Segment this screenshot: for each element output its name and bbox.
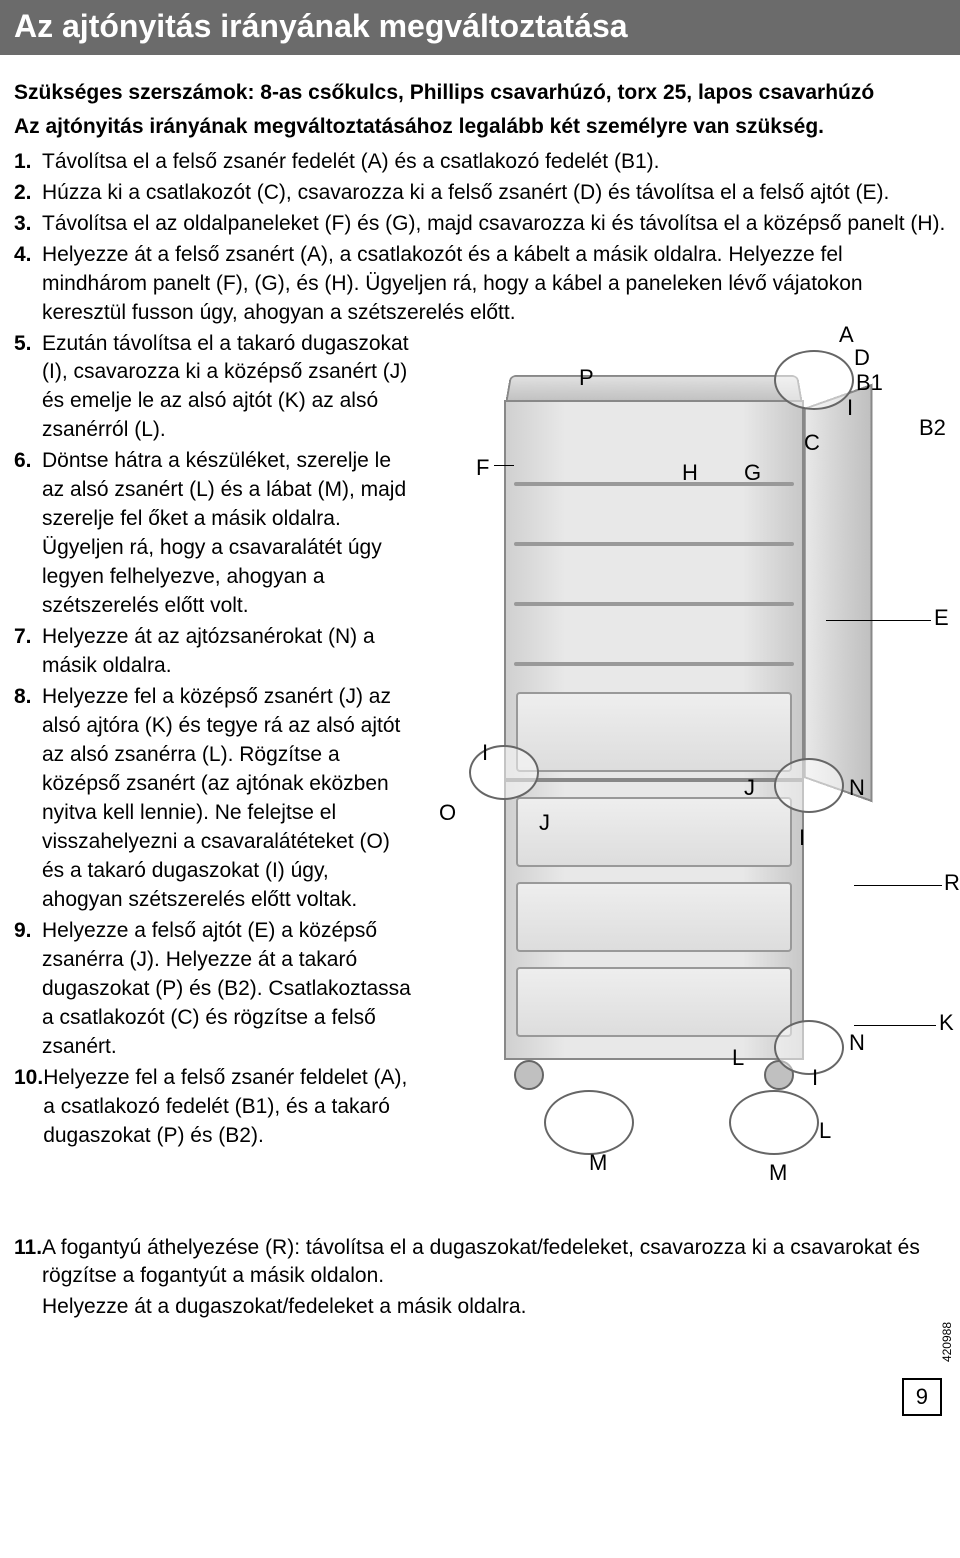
foot-right-detail xyxy=(729,1090,819,1155)
shelf xyxy=(514,662,794,666)
label-I-bot: I xyxy=(812,1065,818,1091)
label-D: D xyxy=(854,345,870,371)
freezer-drawer xyxy=(516,967,792,1037)
hinge-mid-right-detail xyxy=(774,758,844,813)
label-M-right: M xyxy=(769,1160,787,1186)
step-2: 2.Húzza ki a csatlakozót (C), csavarozza… xyxy=(14,179,946,208)
hinge-mid-left-detail xyxy=(469,745,539,800)
label-F: F xyxy=(476,455,489,481)
label-P: P xyxy=(579,365,594,391)
label-N-mid: N xyxy=(849,775,865,801)
step-3: 3.Távolítsa el az oldalpaneleket (F) és … xyxy=(14,210,946,239)
step-1: 1.Távolítsa el a felső zsanér fedelét (A… xyxy=(14,148,946,177)
bottom-text: 11.A fogantyú áthelyezése (R): távolítsa… xyxy=(0,1230,960,1323)
step-4: 4.Helyezze át a felső zsanért (A), a csa… xyxy=(14,241,946,328)
freezer-drawer xyxy=(516,797,792,867)
hinge-bottom-right-detail xyxy=(774,1020,844,1075)
intro-people: Az ajtónyitás irányának megváltoztatásáh… xyxy=(0,113,960,141)
label-N-bot: N xyxy=(849,1030,865,1056)
label-L-bot: L xyxy=(819,1118,831,1144)
label-M-left: M xyxy=(589,1150,607,1176)
page-title: Az ajtónyitás irányának megváltoztatása xyxy=(0,0,960,55)
foot-left-detail xyxy=(544,1090,634,1155)
step-7: 7.Helyezze át az ajtózsanérokat (N) a má… xyxy=(14,623,414,681)
step-9: 9.Helyezze a felső ajtót (E) a középső z… xyxy=(14,917,414,1062)
two-column-region: 5.Ezután távolítsa el a takaró dugaszoka… xyxy=(0,330,960,1230)
fridge-upper-compartment xyxy=(504,400,804,780)
left-column: 5.Ezután távolítsa el a takaró dugaszoka… xyxy=(14,330,414,1230)
step-10: 10.Helyezze fel a felső zsanér feldelet … xyxy=(14,1064,414,1151)
label-L-up: L xyxy=(732,1045,744,1071)
step-11: 11.A fogantyú áthelyezése (R): távolítsa… xyxy=(14,1234,946,1292)
leader xyxy=(854,1025,936,1026)
label-J-left: J xyxy=(539,810,550,836)
step-11-cont: Helyezze át a dugaszokat/fedeleket a más… xyxy=(14,1293,946,1322)
step-6: 6.Döntse hátra a készüléket, szerelje le… xyxy=(14,447,414,621)
label-A: A xyxy=(839,322,854,348)
label-B1: B1 xyxy=(856,370,883,396)
freezer-drawer xyxy=(516,882,792,952)
page-number: 9 xyxy=(902,1378,942,1416)
leader xyxy=(826,620,931,621)
label-C: C xyxy=(804,430,820,456)
label-I-mid2: I xyxy=(799,825,805,851)
hinge-top-detail xyxy=(774,350,854,410)
label-J-right: J xyxy=(744,775,755,801)
step-8: 8.Helyezze fel a középső zsanért (J) az … xyxy=(14,683,414,915)
page-footer: 420988 9 xyxy=(0,1342,960,1422)
step-11-list: 11.A fogantyú áthelyezése (R): távolítsa… xyxy=(14,1234,946,1292)
label-I-top: I xyxy=(847,395,853,421)
label-R: R xyxy=(944,870,960,896)
leader xyxy=(854,885,942,886)
label-O: O xyxy=(439,800,456,826)
document-code: 420988 xyxy=(940,1322,954,1362)
crisper-drawer xyxy=(516,692,792,772)
label-G: G xyxy=(744,460,761,486)
shelf xyxy=(514,542,794,546)
foot-left xyxy=(514,1060,544,1090)
fridge-diagram: A D B1 I P C B2 F H G E I O J J N I R K … xyxy=(424,330,960,1230)
label-H: H xyxy=(682,460,698,486)
step-5: 5.Ezután távolítsa el a takaró dugaszoka… xyxy=(14,330,414,446)
label-E: E xyxy=(934,605,949,631)
shelf xyxy=(514,602,794,606)
manual-page: Az ajtónyitás irányának megváltoztatása … xyxy=(0,0,960,1422)
intro-tools: Szükséges szerszámok: 8-as csőkulcs, Phi… xyxy=(0,79,960,107)
label-I-mid: I xyxy=(482,740,488,766)
label-K: K xyxy=(939,1010,954,1036)
diagram-column: A D B1 I P C B2 F H G E I O J J N I R K … xyxy=(414,330,960,1230)
steps-1-4: 1.Távolítsa el a felső zsanér fedelét (A… xyxy=(0,148,960,328)
steps-5-10: 5.Ezután távolítsa el a takaró dugaszoka… xyxy=(14,330,414,1151)
label-B2: B2 xyxy=(919,415,946,441)
leader xyxy=(494,465,514,466)
